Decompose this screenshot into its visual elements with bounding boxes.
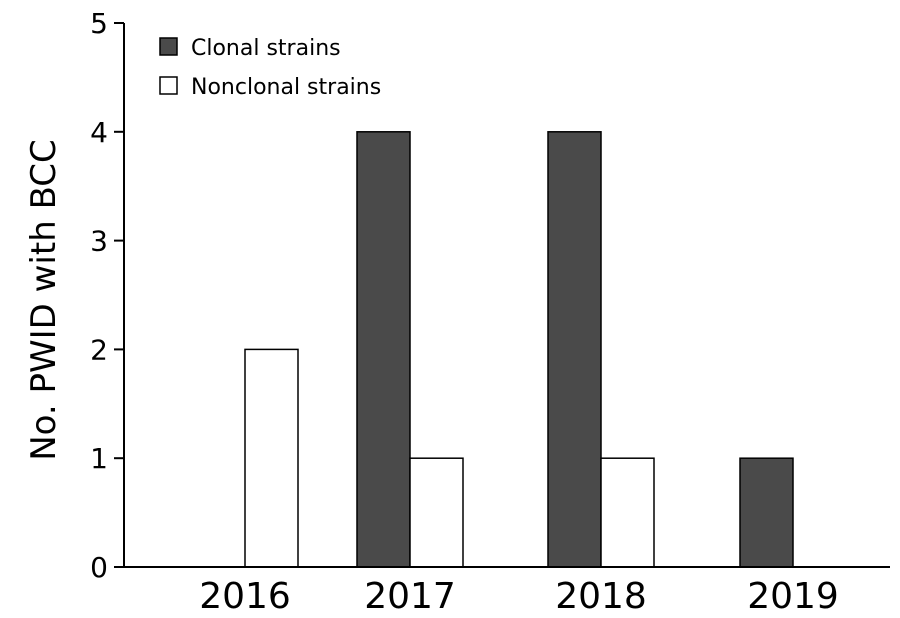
y-axis-title-group: No. PWID with BCC: [24, 139, 64, 461]
x-tick-label-2016: 2016: [199, 576, 291, 617]
legend-label-clonal: Clonal strains: [191, 36, 341, 61]
bar-clonal-2019: [739, 457, 794, 568]
bar-clonal-2018: [547, 131, 602, 568]
x-tick-label-2017: 2017: [364, 576, 456, 617]
legend-label-nonclonal: Nonclonal strains: [191, 75, 381, 100]
bar-nonclonal-2016: [244, 348, 299, 568]
bar-clonal-2017: [356, 131, 411, 568]
y-tick-label-5: 5: [90, 7, 108, 40]
y-tick-label-3: 3: [90, 225, 108, 258]
x-tick-label-2019: 2019: [747, 576, 839, 617]
bars-layer: [244, 131, 794, 568]
legend-swatch-nonclonal: [159, 76, 178, 95]
y-tick-label-0: 0: [90, 551, 108, 584]
y-axis-title: No. PWID with BCC: [24, 139, 64, 461]
legend-swatch-clonal: [159, 37, 178, 56]
y-tick-label-1: 1: [90, 442, 108, 475]
axes-layer: 0 1 2 3 4 5 2016 2017 2018 2019: [90, 7, 890, 617]
bar-nonclonal-2017: [409, 457, 464, 568]
legend: Clonal strains Nonclonal strains: [159, 36, 381, 100]
x-tick-label-2018: 2018: [555, 576, 647, 617]
bar-nonclonal-2018: [600, 457, 655, 568]
y-tick-label-4: 4: [90, 116, 108, 149]
y-tick-label-2: 2: [90, 333, 108, 366]
